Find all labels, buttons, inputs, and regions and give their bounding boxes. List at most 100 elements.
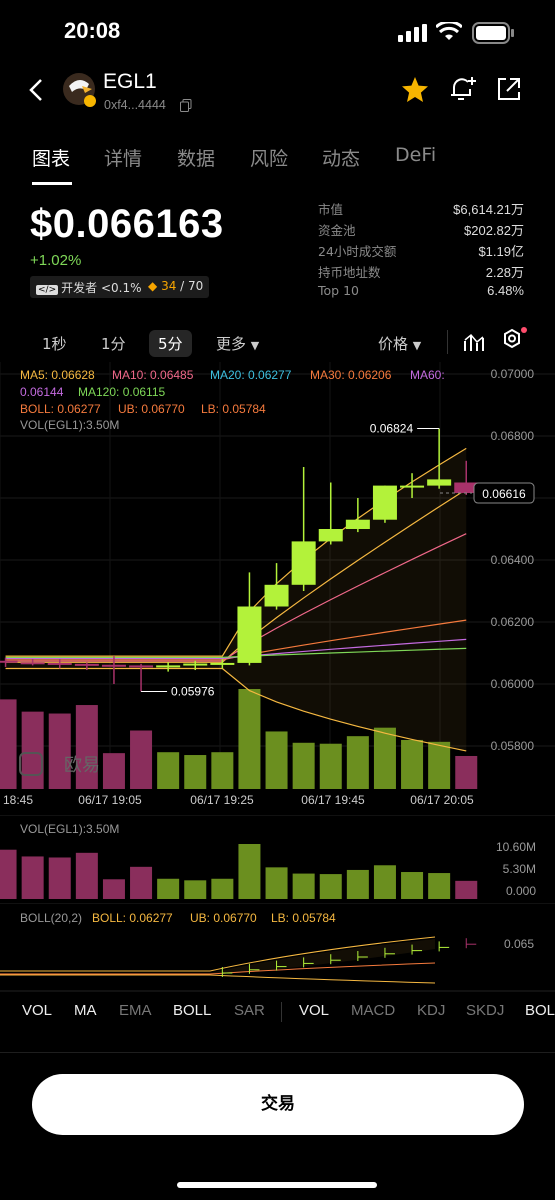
boll-upper-line [0, 936, 436, 972]
indicator-divider [281, 1002, 282, 1022]
volume-bar [319, 743, 342, 789]
price-toggle[interactable]: 价格 ▼ [378, 333, 421, 354]
price-tick: 0.06400 [491, 553, 535, 567]
volume-bar [48, 713, 71, 789]
volume-panel-bar [455, 880, 478, 899]
ind-sub-boll[interactable]: BOL [525, 1002, 555, 1019]
chart-annotations: 0.06824 0.05976 0.06616 [141, 422, 535, 698]
volume-bar [21, 711, 44, 789]
back-arrow-icon[interactable] [28, 78, 44, 102]
volume-panel-bar [0, 849, 17, 899]
settings-icon[interactable] [500, 326, 528, 356]
candlestick-chart[interactable]: 0.070000.068000.066000.064000.062000.060… [0, 362, 555, 812]
candle [345, 498, 370, 533]
volume-bar [455, 755, 478, 789]
volume-panel-bar [157, 878, 180, 899]
developer-holding: 开发者 <0.1% [61, 281, 142, 295]
risk-score-badge[interactable]: ◆ 34 / 70 [142, 276, 210, 298]
price-tick: 0.06000 [491, 677, 535, 691]
volume-bar [238, 689, 261, 789]
volume-panel-bar [75, 852, 98, 899]
stat-top10: Top 10 6.48% [318, 283, 524, 298]
volume-panel-bar [238, 844, 261, 899]
boll-legend-item: UB: 0.06770 [118, 402, 185, 416]
ind-vol[interactable]: VOL [22, 1002, 53, 1019]
candle [454, 460, 479, 495]
volume-bar [346, 736, 369, 789]
volume-panel-bar [184, 880, 207, 899]
volume-panel-bar [130, 866, 153, 899]
candle [129, 663, 154, 692]
tab-data[interactable]: 数据 [177, 148, 216, 170]
price-tick: 0.05800 [491, 739, 535, 753]
tab-chart[interactable]: 图表 [32, 148, 71, 170]
watermark-text: 欧易 [64, 755, 100, 775]
current-price: $0.066163 [30, 202, 224, 246]
ma-legend-item: MA20: 0.06277 [210, 368, 292, 382]
boll-legend-item: BOLL: 0.06277 [20, 402, 101, 416]
low-label: 0.05976 [171, 684, 215, 698]
candle [210, 659, 235, 669]
volume-panel-bar [401, 872, 424, 899]
interval-1s[interactable]: 1秒 [42, 335, 67, 353]
ind-macd[interactable]: MACD [351, 1002, 396, 1019]
ma-line-ma10 [5, 533, 467, 662]
price-tick: 0.07000 [491, 367, 535, 381]
ind-skdj[interactable]: SKDJ [466, 1002, 505, 1019]
star-icon[interactable] [401, 76, 429, 104]
candle [400, 473, 425, 498]
boll-panel: BOLL(20,2) BOLL: 0.06277 UB: 0.06770 LB:… [0, 903, 555, 992]
indicator-chart-icon[interactable] [463, 331, 485, 353]
ind-sar[interactable]: SAR [234, 1002, 265, 1019]
high-label: 0.06824 [370, 422, 414, 436]
volume-panel-bar [292, 873, 315, 899]
volume-bar [373, 727, 396, 789]
share-icon[interactable] [496, 76, 522, 102]
more-label: 更多 [216, 335, 247, 353]
time-tick: 06/17 19:05 [78, 793, 142, 807]
candle [318, 482, 343, 545]
volume-bar [102, 753, 125, 789]
ma-legend: MA5: 0.06628 MA10: 0.06485 MA20: 0.06277 MA… [20, 368, 445, 432]
interval-5m[interactable]: 5分 [149, 330, 192, 357]
developer-badge[interactable]: </> 开发者 <0.1% [30, 276, 148, 298]
candle [101, 656, 126, 684]
ind-sub-vol[interactable]: VOL [299, 1002, 330, 1019]
ma-lines [5, 447, 467, 752]
ma-legend-item: MA120: 0.06115 [78, 385, 166, 399]
candle [372, 485, 397, 523]
boll-panel-legend: BOLL(20,2) [20, 911, 82, 925]
tab-defi[interactable]: DeFi [395, 144, 437, 166]
ind-boll[interactable]: BOLL [173, 1002, 212, 1019]
token-header: EGL1 0xf4...4444 [0, 64, 555, 124]
boll-panel-lb: LB: 0.05784 [271, 911, 336, 925]
tab-activity[interactable]: 动态 [322, 148, 361, 170]
ind-ema[interactable]: EMA [119, 1002, 152, 1019]
token-stats: 市值 $6,614.21万 资金池 $202.82万 24小时成交额 $1.19亿 持… [318, 199, 524, 304]
candle [183, 660, 208, 671]
candle [20, 659, 45, 666]
price-toggle-label: 价格 [378, 335, 409, 353]
risk-diamond-icon: ◆ [148, 279, 158, 293]
interval-1m[interactable]: 1分 [101, 335, 126, 353]
bottom-divider [0, 1052, 555, 1053]
watermark-logo-icon [19, 752, 43, 776]
token-avatar [63, 73, 96, 107]
ind-ma[interactable]: MA [74, 1002, 97, 1019]
trade-button[interactable]: 交易 [32, 1074, 524, 1135]
current-price-tag [473, 482, 535, 504]
tab-details[interactable]: 详情 [104, 148, 143, 170]
copy-icon[interactable] [180, 99, 192, 112]
ma-legend-item: MA5: 0.06628 [20, 368, 95, 382]
volume-bar [265, 731, 288, 789]
ma-legend-item: MA60: [410, 368, 445, 382]
vol-legend-item: VOL(EGL1):3.50M [20, 418, 119, 432]
active-tab-indicator [32, 182, 72, 185]
boll-legend-item: LB: 0.05784 [201, 402, 266, 416]
price-alert-icon[interactable] [448, 74, 478, 104]
volume-panel-bar [102, 879, 125, 899]
tab-risk[interactable]: 风险 [250, 148, 289, 170]
ind-kdj[interactable]: KDJ [417, 1002, 446, 1019]
interval-more[interactable]: 更多 ▼ [216, 333, 259, 354]
home-indicator [177, 1182, 377, 1188]
